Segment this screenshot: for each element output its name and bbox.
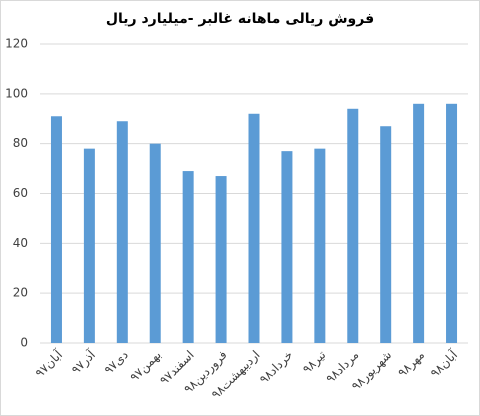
- bar: [116, 121, 128, 343]
- y-tick-label: 60: [13, 186, 28, 200]
- bar: [248, 113, 260, 344]
- chart-title: فروش ریالی ماهانه غالبر -میلیارد ریال: [106, 11, 374, 27]
- bar: [83, 148, 95, 343]
- y-tick-label: 20: [13, 286, 28, 300]
- bar: [50, 116, 62, 343]
- y-tick-label: 80: [13, 136, 28, 150]
- bar: [182, 171, 194, 343]
- bar: [380, 126, 392, 343]
- y-tick-label: 120: [5, 37, 28, 51]
- bar: [215, 176, 227, 343]
- bar: [314, 148, 326, 343]
- bar: [413, 103, 425, 343]
- y-tick-label: 0: [20, 336, 28, 350]
- bar: [347, 108, 359, 344]
- bar: [446, 103, 458, 343]
- y-tick-label: 40: [13, 236, 28, 250]
- bar: [281, 151, 293, 343]
- y-tick-label: 100: [5, 86, 28, 100]
- bar: [149, 143, 161, 343]
